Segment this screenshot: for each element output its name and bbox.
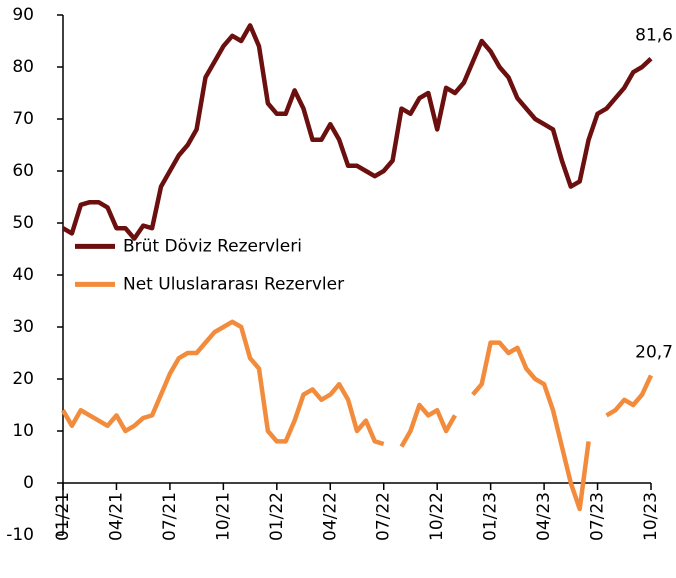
x-tick-label: 07/21 xyxy=(160,492,180,541)
x-tick-label: 04/21 xyxy=(106,492,126,541)
y-tick-label: 60 xyxy=(12,161,34,181)
legend-label: Net Uluslararası Rezervler xyxy=(123,274,344,294)
x-tick-label: 04/23 xyxy=(534,492,554,541)
y-tick-label: 10 xyxy=(12,421,34,441)
y-tick-label: 0 xyxy=(23,473,34,493)
x-tick-label: 01/23 xyxy=(481,492,501,541)
y-tick-label: -10 xyxy=(6,525,34,545)
x-tick-label: 10/21 xyxy=(213,492,233,541)
series-line xyxy=(61,23,653,241)
y-tick-label: 50 xyxy=(12,213,34,233)
y-tick-label: 30 xyxy=(12,317,34,337)
value-label: 20,7 xyxy=(635,342,673,362)
legend-label: Brüt Döviz Rezervleri xyxy=(123,236,302,256)
x-tick-label: 10/22 xyxy=(427,492,447,541)
x-tick-label: 07/22 xyxy=(374,492,394,541)
y-tick-label: 40 xyxy=(12,265,34,285)
y-tick-label: 20 xyxy=(12,369,34,389)
y-tick-label: 90 xyxy=(12,5,34,25)
x-tick-label: 04/22 xyxy=(320,492,340,541)
x-tick-label: 07/23 xyxy=(588,492,608,541)
y-tick-label: 80 xyxy=(12,57,34,77)
x-tick-label: 10/23 xyxy=(641,492,661,541)
value-label: 81,6 xyxy=(635,26,673,46)
series-line xyxy=(61,319,654,512)
y-tick-label: 70 xyxy=(12,109,34,129)
x-tick-label: 01/21 xyxy=(53,492,73,541)
x-tick-label: 01/22 xyxy=(267,492,287,541)
